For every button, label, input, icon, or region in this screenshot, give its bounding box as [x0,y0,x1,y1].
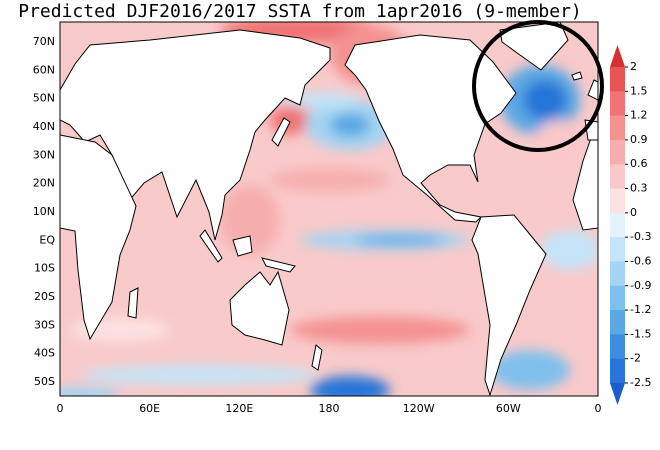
lat-label: 50N [33,92,55,105]
colorbar-bin [610,237,625,262]
lat-label: 50S [34,375,55,388]
lat-label: 10N [33,205,55,218]
lat-label: 70N [33,35,55,48]
lat-label: 40N [33,120,55,133]
colorbar-tick-label: 0.6 [630,157,648,170]
colorbar-tick-label: -1.5 [630,327,651,340]
lat-label: 20N [33,177,55,190]
colorbar-tick-label: 1.2 [630,109,648,122]
colorbar-bin [610,358,625,384]
lon-label: 60W [496,402,521,415]
lon-label: 60E [139,402,160,415]
colorbar-tick-label: 0.9 [630,133,648,146]
anomaly-field [60,22,598,396]
lon-label: 180 [319,402,340,415]
colorbar-tick-label: -1.2 [630,303,651,316]
colorbar-bin [610,188,625,214]
colorbar-tick-label: 2 [630,60,637,73]
colorbar-bin [610,139,625,165]
colorbar-tick-label: -0.6 [630,254,651,267]
colorbar-bin [610,115,625,141]
colorbar-tick-label: -2.5 [630,376,651,389]
colorbar-tick-label: 0.3 [630,182,648,195]
colorbar-tick-label: -0.9 [630,279,651,292]
colorbar-bin [610,261,625,287]
highlight-circle [472,20,604,152]
colorbar-bin [610,285,625,311]
map-frame [59,21,599,397]
axis-labels: 70N 60N 50N 40N 30N 20N 10N EQ 10S 20S 30S 40S 50S 0 6… [33,35,602,415]
lat-label: 40S [34,347,55,360]
colorbar-tick-label: 1.5 [630,84,648,97]
colorbar-bin [610,91,625,117]
title: Predicted DJF2016/2017 SSTA from 1apr201… [18,1,582,22]
lat-label: 20S [34,290,55,303]
lat-label: EQ [39,233,55,246]
colorbar-bin [610,164,625,190]
colorbar-tick-label: -0.3 [630,230,651,243]
lon-label: 120E [225,402,253,415]
colorbar-tick-label: 0 [630,206,637,219]
colorbar-bin [610,310,625,335]
lat-label: 30N [33,148,55,161]
lat-label: 10S [34,262,55,275]
colorbar-bottom-arrow [610,383,625,405]
lon-label: 0 [595,402,602,415]
colorbar-bin [610,67,625,92]
map-area [60,22,598,396]
lon-label: 120W [403,402,435,415]
colorbar-bin [610,212,625,238]
lon-label: 0 [57,402,64,415]
colorbar-bin [610,334,625,360]
colorbar-tick-label: -2 [630,352,641,365]
colorbar: 2 1.5 1.2 0.9 0.6 0.3 0 -0.3 -0.6 -0.9 -1.2 -1.5 -2 -… [610,45,651,405]
colorbar-top-arrow [610,45,625,67]
lat-label: 30S [34,318,55,331]
lat-label: 60N [33,63,55,76]
